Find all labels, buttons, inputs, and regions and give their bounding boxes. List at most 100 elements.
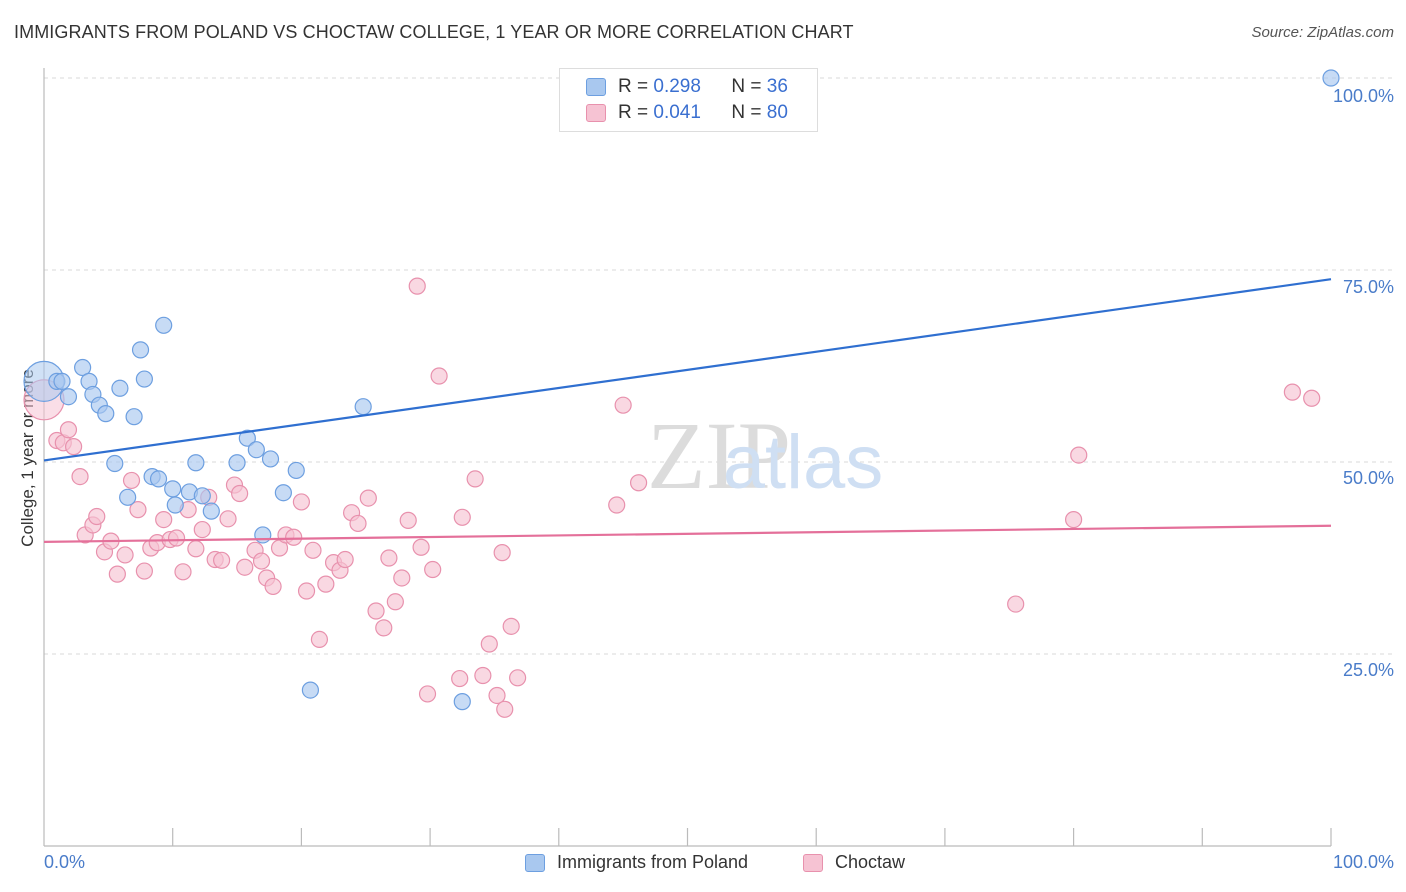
choctaw-point-58[interactable] [418, 685, 437, 703]
poland-point-3[interactable] [59, 388, 78, 406]
choctaw-point-23[interactable] [187, 540, 205, 558]
choctaw-point-28[interactable] [219, 510, 237, 528]
poland-point-10[interactable] [111, 379, 129, 397]
choctaw-point-49[interactable] [359, 489, 377, 507]
choctaw-point-71[interactable] [608, 496, 626, 514]
poland-point-26[interactable] [247, 441, 265, 459]
poland-point-17[interactable] [155, 316, 173, 334]
choctaw-point-41[interactable] [304, 541, 322, 559]
choctaw-point-51[interactable] [375, 619, 393, 637]
poland-point-22[interactable] [193, 487, 211, 505]
poland-point-30[interactable] [287, 461, 305, 480]
poland-point-12[interactable] [125, 408, 143, 426]
choctaw-point-24[interactable] [193, 520, 211, 539]
choctaw-point-5[interactable] [71, 467, 89, 486]
choctaw-point-70[interactable] [509, 669, 527, 687]
stats-legend: R = 0.298 N = 36 R = 0.041 N = 80 [559, 68, 818, 132]
choctaw-point-31[interactable] [236, 558, 254, 576]
poland-point-34[interactable] [1322, 69, 1340, 87]
poland-point-11[interactable] [119, 488, 137, 506]
x-ticks [172, 828, 1332, 846]
poland-point-24[interactable] [228, 454, 246, 472]
choctaw-point-11[interactable] [108, 565, 126, 583]
choctaw-point-40[interactable] [297, 582, 316, 600]
poland-point-18[interactable] [164, 480, 182, 498]
choctaw-point-65[interactable] [480, 635, 498, 653]
poland-point-16[interactable] [149, 470, 168, 488]
choctaw-point-42[interactable] [310, 630, 329, 649]
poland-point-27[interactable] [254, 526, 272, 544]
choctaw-point-57[interactable] [412, 538, 430, 556]
choctaw-point-35[interactable] [264, 577, 282, 596]
choctaw-point-69[interactable] [502, 617, 520, 635]
choctaw-point-33[interactable] [252, 552, 271, 570]
choctaw-point-27[interactable] [213, 551, 231, 569]
choctaw-point-3[interactable] [59, 421, 78, 439]
poland-point-14[interactable] [135, 370, 153, 388]
choctaw-point-39[interactable] [292, 493, 310, 511]
poland-point-28[interactable] [261, 450, 280, 468]
choctaw-swatch [586, 104, 606, 122]
poland-point-19[interactable] [166, 496, 184, 514]
choctaw-point-43[interactable] [317, 575, 335, 593]
choctaw-point-14[interactable] [129, 501, 147, 519]
x-tick-label-0: 0.0% [44, 852, 86, 872]
choctaw-point-21[interactable] [174, 563, 192, 581]
x-tick-label-100: 100.0% [1332, 852, 1394, 872]
choctaw-point-78[interactable] [1303, 389, 1321, 407]
choctaw-point-20[interactable] [167, 529, 186, 547]
poland-point-31[interactable] [301, 681, 320, 699]
choctaw-point-63[interactable] [466, 470, 484, 488]
choctaw-point-53[interactable] [386, 593, 404, 611]
poland-point-25[interactable] [238, 429, 256, 447]
choctaw-point-12[interactable] [116, 546, 134, 564]
choctaw-point-54[interactable] [393, 569, 411, 587]
choctaw-point-75[interactable] [1064, 510, 1083, 529]
choctaw-point-74[interactable] [1007, 595, 1025, 613]
poland-point-21[interactable] [187, 454, 205, 472]
choctaw-point-61[interactable] [451, 669, 469, 688]
choctaw-point-13[interactable] [122, 471, 141, 490]
choctaw-point-73[interactable] [629, 474, 648, 492]
choctaw-point-67[interactable] [493, 544, 511, 562]
choctaw-point-30[interactable] [231, 484, 249, 503]
y-tick-label-100: 100.0% [1332, 86, 1394, 106]
poland-point-13[interactable] [131, 341, 150, 359]
legend-item-poland[interactable]: Immigrants from Poland [525, 852, 748, 873]
choctaw-point-50[interactable] [367, 602, 385, 620]
y-tick-label-50: 50.0% [1342, 468, 1394, 488]
choctaw-point-64[interactable] [474, 666, 492, 685]
poland-point-33[interactable] [453, 693, 471, 711]
choctaw-point-8[interactable] [88, 507, 106, 526]
choctaw-point-76[interactable] [1070, 446, 1088, 464]
choctaw-point-15[interactable] [135, 562, 153, 580]
poland-trend-line [43, 278, 1332, 462]
choctaw-point-59[interactable] [424, 560, 442, 579]
choctaw-point-62[interactable] [453, 508, 471, 526]
choctaw-point-77[interactable] [1283, 383, 1301, 401]
choctaw-point-48[interactable] [349, 514, 367, 533]
poland-point-9[interactable] [106, 454, 124, 473]
n-label: N = [731, 102, 767, 123]
choctaw-point-38[interactable] [285, 528, 303, 546]
data-points [23, 69, 1340, 718]
choctaw-point-4[interactable] [65, 438, 83, 456]
poland-point-8[interactable] [97, 405, 115, 423]
poland-point-32[interactable] [354, 398, 372, 416]
poland-point-29[interactable] [274, 484, 292, 502]
poland-point-2[interactable] [53, 372, 71, 390]
poland-point-23[interactable] [202, 502, 220, 520]
poland-swatch [586, 78, 606, 96]
choctaw-point-60[interactable] [430, 367, 448, 385]
choctaw-point-52[interactable] [380, 549, 398, 567]
choctaw-point-68[interactable] [496, 700, 514, 718]
choctaw-point-18[interactable] [155, 510, 173, 529]
legend-item-choctaw[interactable]: Choctaw [803, 852, 905, 873]
choctaw-point-55[interactable] [399, 511, 417, 529]
choctaw-point-72[interactable] [614, 396, 632, 414]
stats-legend-row-poland: R = 0.298 N = 36 [586, 74, 788, 100]
choctaw-point-66[interactable] [488, 686, 506, 705]
choctaw-point-56[interactable] [408, 277, 426, 295]
poland-point-4[interactable] [74, 358, 92, 377]
choctaw-point-46[interactable] [336, 550, 354, 569]
